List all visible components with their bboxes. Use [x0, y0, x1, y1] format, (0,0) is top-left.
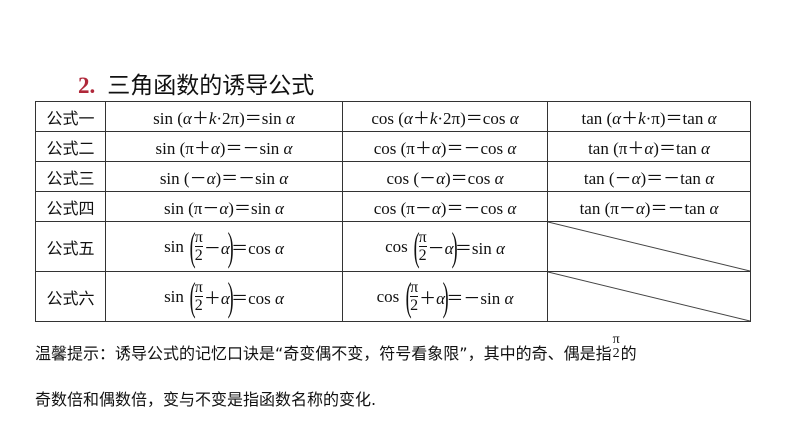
table-row: 公式六 sin (π 2 ＋α) ＝cos α cos (π 2 ＋α) ＝－sin α [35, 271, 751, 322]
function-name: sin [164, 236, 184, 256]
formula-cell: cos (α＋k·2π)＝cos α [342, 101, 548, 132]
formula-label: 公式四 [35, 191, 106, 222]
operand: ＋α [419, 289, 446, 308]
function-name: sin [164, 286, 184, 306]
heading-number: 2. [78, 73, 96, 98]
frac-den: 2 [410, 297, 419, 314]
formula-cell: tan (－α)＝－tan α [547, 161, 751, 192]
formula-cell: sin (π－α)＝sin α [105, 191, 343, 222]
tip-line-2: 奇数倍和偶数倍，变与不变是指函数名称的变化. [35, 390, 377, 409]
formula-label: 公式一 [35, 101, 106, 132]
right-paren: ) [442, 273, 449, 319]
formula-label: 公式六 [35, 271, 106, 322]
tip-line-1: 温馨提示：诱导公式的记忆口诀是“奇变偶不变，符号看象限”，其中的奇、偶是指 π 2 的 [35, 332, 637, 364]
formula-cell: sin (π＋α)＝－sin α [105, 131, 343, 162]
section-heading: 2. 三角函数的诱导公式 [78, 66, 314, 100]
result: ＝cos α [231, 289, 284, 308]
right-paren: ) [227, 223, 234, 269]
empty-cell [547, 221, 751, 272]
table-row: 公式五 sin (π 2 －α) ＝cos α cos (π 2 －α) ＝sin α [35, 221, 751, 272]
formula-cell: tan (α＋k·π)＝tan α [547, 101, 751, 132]
right-paren: ) [451, 223, 458, 269]
formula-cell: tan (π＋α)＝tan α [547, 131, 751, 162]
table-row: 公式四 sin (π－α)＝sin α cos (π－α)＝－cos α tan (π… [35, 191, 751, 222]
formula-label: 公式五 [35, 221, 106, 272]
formula-cell: sin (π 2 －α) ＝cos α [105, 221, 343, 272]
operand: ＋α [203, 289, 230, 308]
result: ＝－sin α [446, 289, 514, 308]
formula-cell: cos (π 2 ＋α) ＝－sin α [342, 271, 548, 322]
heading-text: 三角函数的诱导公式 [107, 73, 315, 99]
left-paren: ( [413, 223, 420, 269]
function-name: cos [376, 286, 400, 306]
operand: －α [203, 239, 230, 258]
table-row: 公式二 sin (π＋α)＝－sin α cos (π＋α)＝－cos α tan (… [35, 131, 751, 162]
result: ＝sin α [454, 239, 505, 258]
formula-cell: cos (π 2 －α) ＝sin α [342, 221, 548, 272]
formula-cell: tan (π－α)＝－tan α [547, 191, 751, 222]
formula-cell: sin (－α)＝－sin α [105, 161, 343, 192]
frac-den: 2 [194, 247, 203, 264]
right-paren: ) [227, 273, 234, 319]
formula-cell: sin (α＋k·2π)＝sin α [105, 101, 343, 132]
tip-text-end: 的 [620, 344, 637, 363]
formula-cell: cos (π－α)＝－cos α [342, 191, 548, 222]
formula-label: 公式二 [35, 131, 106, 162]
frac-num: π [194, 229, 203, 247]
table-row: 公式三 sin (－α)＝－sin α cos (－α)＝cos α tan (－α)… [35, 161, 751, 192]
frac-den: 2 [418, 247, 427, 264]
formula-cell: cos (π＋α)＝－cos α [342, 131, 548, 162]
frac-den: 2 [194, 297, 203, 314]
formula-cell: cos (－α)＝cos α [342, 161, 548, 192]
formula-label: 公式三 [35, 161, 106, 192]
operand: －α [427, 239, 454, 258]
tip-text: 温馨提示：诱导公式的记忆口诀是“奇变偶不变，符号看象限”，其中的奇、偶是指 [35, 344, 612, 363]
frac-num: π [418, 229, 427, 247]
formula-cell: sin (π 2 ＋α) ＝cos α [105, 271, 343, 322]
frac-num: π [194, 279, 203, 297]
result: ＝cos α [231, 239, 284, 258]
left-paren: ( [190, 223, 197, 269]
function-name: cos [385, 236, 408, 256]
frac-den: 2 [612, 345, 620, 361]
left-paren: ( [190, 273, 197, 319]
frac-num: π [410, 279, 419, 297]
frac-num: π [612, 331, 620, 347]
left-paren: ( [405, 273, 412, 319]
empty-cell [547, 271, 751, 322]
